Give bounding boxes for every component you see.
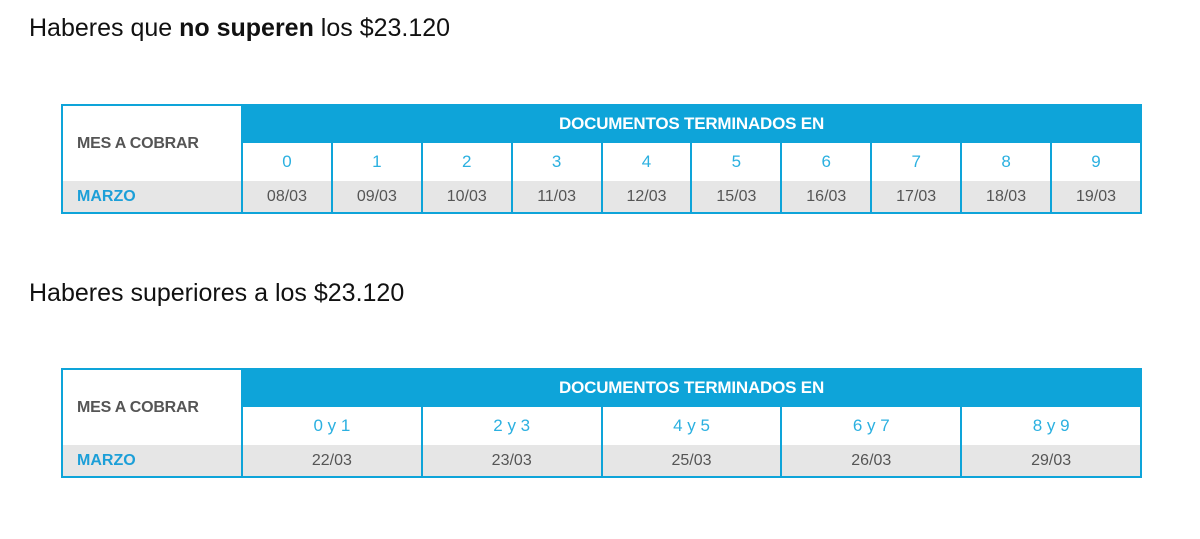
payment-date-cell: 11/03 <box>510 181 602 213</box>
column-header-digit: 4 <box>600 142 692 181</box>
payment-date-cell: 08/03 <box>242 181 332 213</box>
column-header-digit-pair: 8 y 9 <box>960 406 1142 445</box>
column-header-digit: 7 <box>870 142 962 181</box>
month-label: MARZO <box>62 445 243 477</box>
payment-date-cell: 09/03 <box>330 181 422 213</box>
schedule-table-superiores: MES A COBRAR DOCUMENTOS TERMINADOS EN 0 … <box>61 368 1143 478</box>
payment-date-cell: 17/03 <box>870 181 962 213</box>
table-row: MARZO 08/03 09/03 10/03 11/03 12/03 15/0… <box>62 181 1142 213</box>
digit-header-row: 0 y 1 2 y 3 4 y 5 6 y 7 8 y 9 <box>62 406 1142 445</box>
column-header-digit: 2 <box>420 142 512 181</box>
payment-date-cell: 12/03 <box>600 181 692 213</box>
column-header-digit: 0 <box>242 142 332 181</box>
payment-date-cell: 15/03 <box>690 181 782 213</box>
section-title-superiores: Haberes superiores a los $23.120 <box>29 279 405 307</box>
payment-date-cell: 16/03 <box>780 181 872 213</box>
payment-date-cell: 18/03 <box>960 181 1052 213</box>
table-row: MARZO 22/03 23/03 25/03 26/03 29/03 <box>62 445 1142 477</box>
table-header-row: MES A COBRAR DOCUMENTOS TERMINADOS EN <box>62 369 1142 445</box>
digit-header-row: 0 1 2 3 4 5 6 7 8 9 <box>62 142 1142 181</box>
row-label-mes-a-cobrar: MES A COBRAR <box>62 369 243 445</box>
month-label: MARZO <box>62 181 243 213</box>
section-title-no-superen: Haberes que no superen los $23.120 <box>29 14 450 43</box>
payment-date-cell: 29/03 <box>960 445 1142 477</box>
schedule-table-no-superen: MES A COBRAR DOCUMENTOS TERMINADOS EN 0 … <box>61 104 1143 214</box>
column-header-digit: 3 <box>510 142 602 181</box>
payment-date-cell: 10/03 <box>420 181 512 213</box>
payment-date-cell: 23/03 <box>420 445 602 477</box>
section-title-suffix: los $23.120 <box>313 14 451 42</box>
column-header-digit: 8 <box>960 142 1052 181</box>
column-header-digit-pair: 4 y 5 <box>600 406 782 445</box>
row-label-mes-a-cobrar: MES A COBRAR <box>62 105 243 181</box>
column-header-digit-pair: 6 y 7 <box>780 406 962 445</box>
section-title-prefix: Haberes que <box>29 14 180 42</box>
column-header-digit-pair: 2 y 3 <box>420 406 602 445</box>
table-header-row: MES A COBRAR DOCUMENTOS TERMINADOS EN <box>62 105 1142 181</box>
payment-date-cell: 22/03 <box>242 445 422 477</box>
section-title-emphasis: no superen <box>179 14 314 42</box>
payment-date-cell: 19/03 <box>1050 181 1142 213</box>
column-header-digit: 5 <box>690 142 782 181</box>
group-header-documentos: DOCUMENTOS TERMINADOS EN <box>242 105 1142 143</box>
column-header-digit: 9 <box>1050 142 1142 181</box>
group-header-documentos: DOCUMENTOS TERMINADOS EN <box>242 369 1142 407</box>
column-header-digit: 1 <box>330 142 422 181</box>
column-header-digit: 6 <box>780 142 872 181</box>
payment-date-cell: 26/03 <box>780 445 962 477</box>
payment-date-cell: 25/03 <box>600 445 782 477</box>
column-header-digit-pair: 0 y 1 <box>242 406 422 445</box>
